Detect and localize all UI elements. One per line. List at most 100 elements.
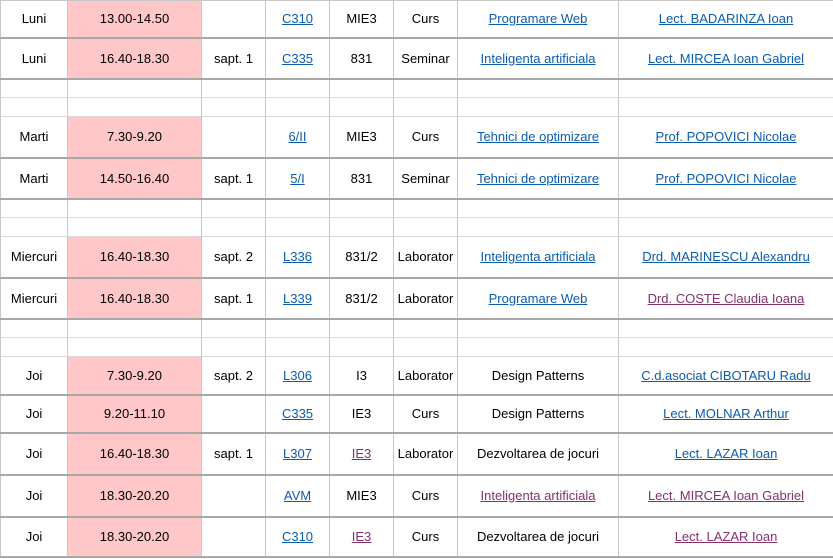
group-cell: MIE3 bbox=[329, 0, 394, 39]
room-cell: C310 bbox=[265, 516, 330, 558]
type-cell: Laborator bbox=[393, 236, 458, 279]
room-cell: L306 bbox=[265, 356, 330, 396]
subject-cell: Programare Web bbox=[457, 0, 619, 39]
week-cell: sapt. 1 bbox=[201, 432, 266, 476]
teacher-link[interactable]: Lect. MOLNAR Arthur bbox=[663, 406, 789, 421]
room-link[interactable]: C310 bbox=[281, 529, 314, 544]
teacher-link[interactable]: Lect. BADARINZA Ioan bbox=[658, 11, 794, 27]
time-cell: 16.40-18.30 bbox=[67, 432, 202, 476]
subject-cell: Dezvoltarea de jocuri bbox=[457, 516, 619, 558]
room-link[interactable]: L306 bbox=[283, 367, 312, 383]
room-link[interactable]: AVM bbox=[283, 488, 312, 503]
table-row: Joi 18.30-20.20 AVM MIE3 Curs Inteligent… bbox=[0, 474, 833, 518]
group-cell: IE3 bbox=[329, 394, 394, 434]
teacher-cell: Lect. BADARINZA Ioan bbox=[618, 0, 833, 39]
table-row: Joi 16.40-18.30 sapt. 1 L307 IE3 Laborat… bbox=[0, 432, 833, 476]
group-cell: 831 bbox=[329, 157, 394, 200]
room-cell: AVM bbox=[265, 474, 330, 518]
room-link[interactable]: 6/II bbox=[288, 129, 307, 145]
teacher-link[interactable]: Lect. LAZAR Ioan bbox=[674, 529, 778, 544]
group-cell: 831 bbox=[329, 37, 394, 80]
group-cell: I3 bbox=[329, 356, 394, 396]
time-cell: 18.30-20.20 bbox=[67, 474, 202, 518]
day-cell: Marti bbox=[0, 157, 68, 200]
spacer-row bbox=[0, 337, 833, 357]
type-cell: Curs bbox=[393, 0, 458, 39]
type-cell: Curs bbox=[393, 116, 458, 159]
day-cell: Joi bbox=[0, 516, 68, 558]
room-cell: L336 bbox=[265, 236, 330, 279]
day-cell: Marti bbox=[0, 116, 68, 159]
table-row: Joi 18.30-20.20 C310 IE3 Curs Dezvoltare… bbox=[0, 516, 833, 558]
teacher-cell: Prof. POPOVICI Nicolae bbox=[618, 157, 833, 200]
teacher-link[interactable]: Drd. COSTE Claudia Ioana bbox=[647, 290, 805, 306]
subject-link[interactable]: Tehnici de optimizare bbox=[476, 129, 600, 145]
subject-link[interactable]: Programare Web bbox=[488, 11, 588, 27]
group-cell: MIE3 bbox=[329, 474, 394, 518]
group-link[interactable]: IE3 bbox=[351, 446, 372, 461]
room-link[interactable]: 5/I bbox=[290, 170, 305, 186]
group-cell: 831/2 bbox=[329, 236, 394, 279]
day-cell: Luni bbox=[0, 37, 68, 80]
subject-link[interactable]: Programare Web bbox=[488, 290, 588, 306]
teacher-link[interactable]: Lect. LAZAR Ioan bbox=[674, 446, 778, 461]
teacher-link[interactable]: Prof. POPOVICI Nicolae bbox=[655, 129, 797, 145]
table-row: Miercuri 16.40-18.30 sapt. 1 L339 831/2 … bbox=[0, 277, 833, 320]
type-cell: Laborator bbox=[393, 277, 458, 320]
table-row: Luni 13.00-14.50 C310 MIE3 Curs Programa… bbox=[0, 0, 833, 39]
week-cell: sapt. 2 bbox=[201, 356, 266, 396]
week-cell: sapt. 1 bbox=[201, 157, 266, 200]
spacer-row bbox=[0, 198, 833, 218]
week-cell: sapt. 2 bbox=[201, 236, 266, 279]
week-cell: sapt. 1 bbox=[201, 277, 266, 320]
teacher-cell: Lect. MOLNAR Arthur bbox=[618, 394, 833, 434]
room-link[interactable]: L307 bbox=[283, 446, 312, 461]
time-cell: 13.00-14.50 bbox=[67, 0, 202, 39]
subject-link[interactable]: Inteligenta artificiala bbox=[480, 249, 596, 265]
time-cell: 9.20-11.10 bbox=[67, 394, 202, 434]
teacher-cell: Prof. POPOVICI Nicolae bbox=[618, 116, 833, 159]
week-cell bbox=[201, 516, 266, 558]
teacher-link[interactable]: Lect. MIRCEA Ioan Gabriel bbox=[647, 50, 805, 66]
subject-link[interactable]: Inteligenta artificiala bbox=[480, 50, 596, 66]
teacher-link[interactable]: Prof. POPOVICI Nicolae bbox=[655, 170, 797, 186]
type-cell: Curs bbox=[393, 516, 458, 558]
teacher-link[interactable]: Lect. MIRCEA Ioan Gabriel bbox=[647, 488, 805, 503]
room-link[interactable]: C335 bbox=[281, 50, 314, 66]
spacer-row bbox=[0, 78, 833, 98]
day-cell: Joi bbox=[0, 432, 68, 476]
teacher-cell: Drd. COSTE Claudia Ioana bbox=[618, 277, 833, 320]
room-link[interactable]: C335 bbox=[281, 406, 314, 421]
week-cell bbox=[201, 0, 266, 39]
teacher-link[interactable]: Drd. MARINESCU Alexandru bbox=[642, 249, 810, 265]
room-link[interactable]: C310 bbox=[281, 11, 314, 27]
room-cell: L307 bbox=[265, 432, 330, 476]
subject-cell: Inteligenta artificiala bbox=[457, 236, 619, 279]
group-link[interactable]: IE3 bbox=[351, 529, 372, 544]
type-cell: Curs bbox=[393, 394, 458, 434]
type-cell: Laborator bbox=[393, 356, 458, 396]
subject-cell: Inteligenta artificiala bbox=[457, 474, 619, 518]
group-cell: MIE3 bbox=[329, 116, 394, 159]
subject-cell: Design Patterns bbox=[457, 356, 619, 396]
subject-link[interactable]: Inteligenta artificiala bbox=[480, 488, 596, 503]
type-cell: Seminar bbox=[393, 157, 458, 200]
group-cell: IE3 bbox=[329, 432, 394, 476]
subject-link[interactable]: Tehnici de optimizare bbox=[476, 170, 600, 186]
room-link[interactable]: L336 bbox=[283, 249, 312, 265]
teacher-link[interactable]: C.d.asociat CIBOTARU Radu bbox=[641, 367, 811, 383]
day-cell: Joi bbox=[0, 356, 68, 396]
room-cell: C335 bbox=[265, 37, 330, 80]
group-cell: IE3 bbox=[329, 516, 394, 558]
room-cell: C310 bbox=[265, 0, 330, 39]
room-link[interactable]: L339 bbox=[283, 290, 312, 306]
subject-cell: Programare Web bbox=[457, 277, 619, 320]
teacher-cell: Drd. MARINESCU Alexandru bbox=[618, 236, 833, 279]
table-row: Marti 7.30-9.20 6/II MIE3 Curs Tehnici d… bbox=[0, 116, 833, 159]
teacher-cell: C.d.asociat CIBOTARU Radu bbox=[618, 356, 833, 396]
table-row: Luni 16.40-18.30 sapt. 1 C335 831 Semina… bbox=[0, 37, 833, 80]
subject-cell: Inteligenta artificiala bbox=[457, 37, 619, 80]
table-row: Joi 7.30-9.20 sapt. 2 L306 I3 Laborator … bbox=[0, 356, 833, 396]
time-cell: 7.30-9.20 bbox=[67, 116, 202, 159]
